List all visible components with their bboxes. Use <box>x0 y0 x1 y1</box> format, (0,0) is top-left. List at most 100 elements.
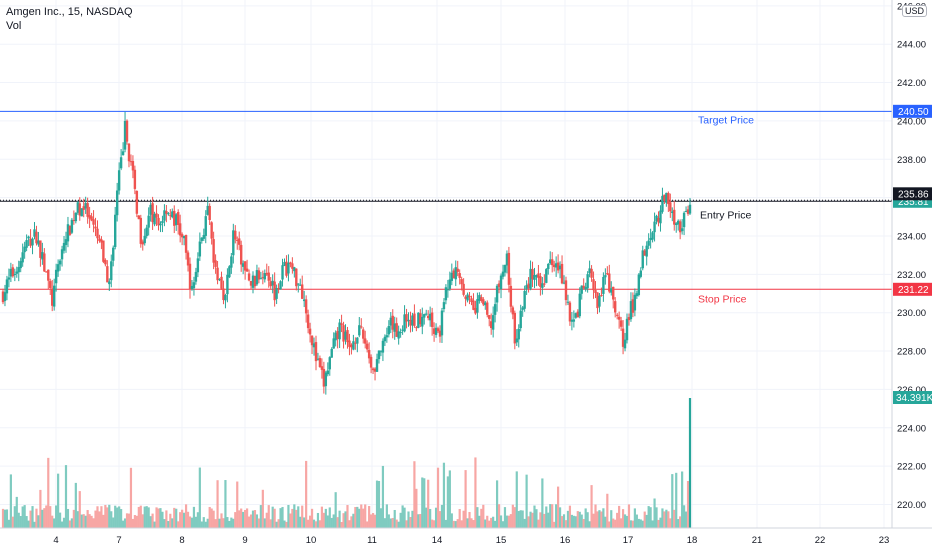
candle-body <box>60 249 64 260</box>
time-tick-label: 16 <box>560 535 571 546</box>
volume-bar <box>129 467 133 528</box>
candle-body <box>639 270 642 277</box>
candle-body <box>56 264 60 272</box>
candle-body <box>501 271 505 277</box>
price-axis[interactable]: 220.00 222.00 224.00 226.00 228.00 230.00 232.… <box>897 1 926 511</box>
volume-bar <box>523 518 526 528</box>
candle-body <box>659 210 662 224</box>
volume-bar <box>566 510 570 528</box>
volume-bar <box>667 511 670 528</box>
candle-body <box>590 268 593 278</box>
candle-body <box>249 281 253 286</box>
price-tick-label: 222.00 <box>897 462 926 473</box>
volume-bar <box>629 520 633 528</box>
candle-body <box>88 215 91 219</box>
candle-body <box>131 161 135 171</box>
candle-body <box>531 269 534 280</box>
candle-body <box>541 283 544 288</box>
candle-body <box>297 283 300 285</box>
volume-bar <box>108 504 111 528</box>
candle-body <box>446 289 450 291</box>
candle-body <box>125 120 129 142</box>
volume-bar <box>421 477 424 528</box>
volume-bar <box>269 519 272 528</box>
volume-bar <box>653 498 656 528</box>
volume-bar <box>436 467 440 528</box>
volume-bar <box>671 474 674 528</box>
candle-body <box>202 235 205 239</box>
candle-body <box>556 262 560 271</box>
volume-bar <box>283 520 286 528</box>
candle-body <box>468 295 471 298</box>
volume-bar <box>633 508 636 528</box>
volume-bar <box>318 520 322 528</box>
candle-body <box>505 253 509 266</box>
volume-bar <box>423 478 426 528</box>
volume-bar <box>188 516 192 528</box>
time-tick-label: 4 <box>53 535 58 546</box>
candle-body <box>442 302 446 310</box>
volume-bar <box>70 518 73 528</box>
volume-bar <box>66 508 70 528</box>
volume-bar <box>84 515 87 528</box>
candle-body <box>401 329 404 331</box>
volume-bar <box>450 513 453 528</box>
candle-body <box>570 319 574 322</box>
volume-bar <box>314 521 318 528</box>
volume-bar <box>562 514 566 528</box>
candle-body <box>633 294 637 311</box>
candle-body <box>182 235 186 239</box>
volume-bar <box>584 508 587 528</box>
candle-body <box>566 301 570 303</box>
volume-bar <box>631 520 635 528</box>
time-axis[interactable]: 4 7 8 9 10 11 14 15 16 17 18 21 22 23 <box>53 535 889 546</box>
volume-bar <box>184 504 188 528</box>
currency-badge[interactable]: USD <box>902 5 928 17</box>
candle-body <box>592 279 595 291</box>
candle-body <box>525 285 528 289</box>
candle-body <box>153 214 156 225</box>
volume-bar <box>55 505 58 528</box>
time-tick-label: 18 <box>687 535 698 546</box>
candle-body <box>568 302 572 322</box>
volume-bar <box>102 514 105 528</box>
volume-bar <box>295 509 298 528</box>
candle-body <box>176 212 180 226</box>
price-tick-label: 240.00 <box>897 116 926 127</box>
volume-bar <box>637 518 640 528</box>
volume-bar <box>533 505 536 528</box>
candle-body <box>371 368 375 371</box>
candle-body <box>295 268 298 287</box>
price-tick-label: 226.00 <box>897 385 926 396</box>
volume-bar <box>608 521 611 528</box>
volume-bar <box>281 506 284 528</box>
candle-body <box>72 219 76 221</box>
volume-bar <box>62 517 66 528</box>
candle-body <box>64 239 68 245</box>
candle-body <box>432 328 436 334</box>
volume-bar <box>3 509 7 528</box>
candle-body <box>610 288 613 293</box>
candle-body <box>277 287 280 290</box>
candle-body <box>617 316 621 320</box>
candle-body <box>161 221 164 224</box>
candle-body <box>216 267 219 281</box>
candle-body <box>458 273 461 278</box>
volume-bar <box>482 504 485 528</box>
volume-bar <box>547 512 550 528</box>
candle-body <box>598 295 601 307</box>
candle-body <box>304 299 308 314</box>
candle-body <box>395 323 398 337</box>
candle-body <box>529 268 532 289</box>
candle-body <box>82 206 85 210</box>
candle-body <box>680 228 684 232</box>
volume-bar <box>535 509 538 528</box>
volume-bar <box>574 516 577 528</box>
candle-body <box>606 273 609 275</box>
candle-body <box>90 216 93 221</box>
volume-bar <box>104 504 107 528</box>
candle-body <box>322 369 326 387</box>
volume-bar <box>602 508 605 528</box>
candle-body <box>391 315 394 330</box>
